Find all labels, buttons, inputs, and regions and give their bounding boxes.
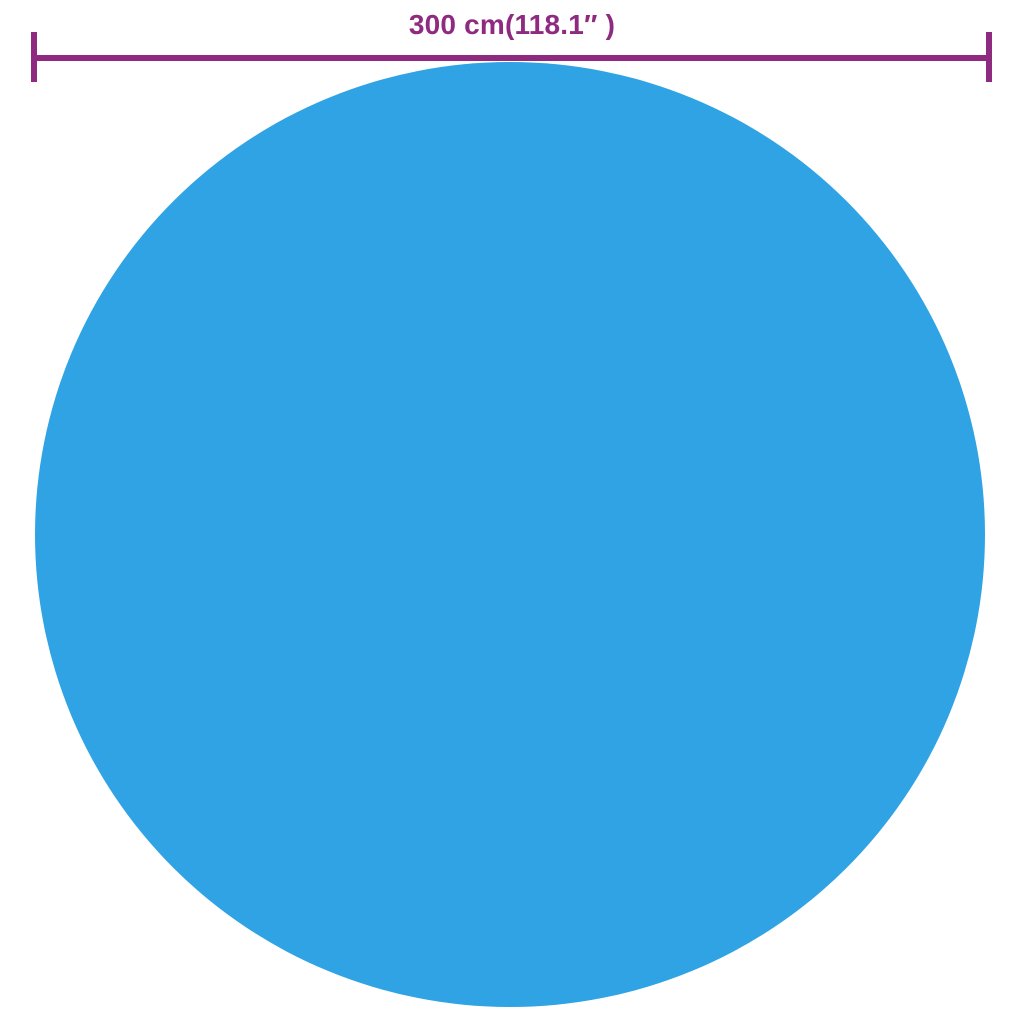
- dimension-annotation: 300 cm(118.1″ ): [0, 0, 1024, 110]
- product-circle-shape: [35, 62, 985, 1007]
- dimension-tick-left-icon: [31, 32, 37, 82]
- dimension-label: 300 cm(118.1″ ): [408, 9, 616, 40]
- dimension-tick-right-icon: [986, 32, 992, 82]
- dimension-line: [33, 55, 990, 61]
